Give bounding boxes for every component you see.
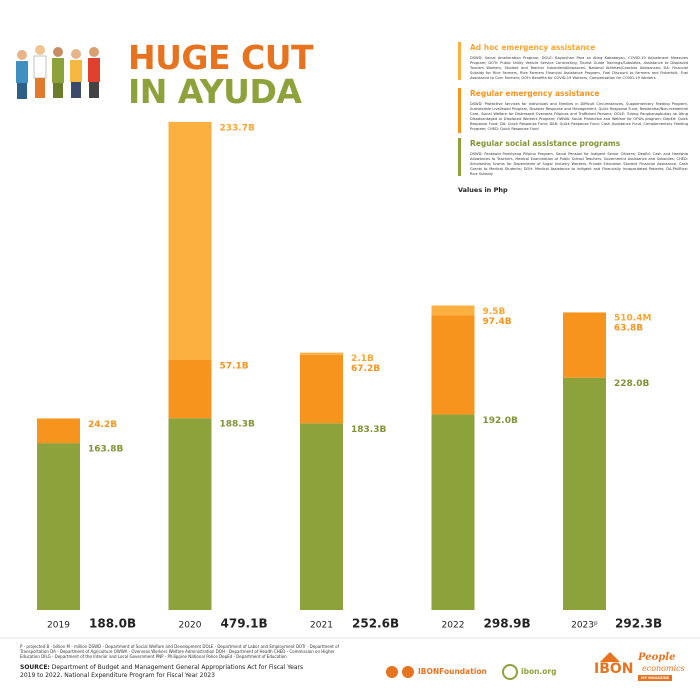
source-text: Department of Budget and Management Gene… xyxy=(20,664,304,679)
bar-segment xyxy=(300,423,343,610)
magazine-1: People xyxy=(638,652,676,663)
total-label: 292.3B xyxy=(615,617,662,631)
value-label: 63.8B xyxy=(614,324,643,334)
total-label: 479.1B xyxy=(221,617,268,631)
total-label: 252.6B xyxy=(352,617,399,631)
x-tick-label: 2021 xyxy=(310,621,333,631)
x-tick-label: 2019 xyxy=(47,621,70,631)
value-label: 163.8B xyxy=(88,445,123,455)
abbreviations: P - projected B - billion M - million DS… xyxy=(20,644,339,659)
value-label: 57.1B xyxy=(220,361,249,371)
legend-swatch xyxy=(458,138,461,176)
bar-segment xyxy=(431,414,475,610)
legend-label: Ad hoc emergency assistance xyxy=(470,43,596,52)
legend-label: Regular emergency assistance xyxy=(470,89,600,98)
brand: IBON xyxy=(594,661,634,677)
people-illustration xyxy=(16,45,100,99)
value-label: 183.3B xyxy=(351,425,386,435)
value-label: 67.2B xyxy=(351,364,380,374)
bar-segment xyxy=(168,359,212,419)
title-line-1: HUGE CUT xyxy=(128,38,314,77)
legend-swatch xyxy=(458,88,461,133)
x-tick-label: 2022 xyxy=(442,621,465,631)
x-tick-label: 2023ᵖ xyxy=(571,621,598,631)
legend-description: DSWD: Pantawid Pamilyang Pilipino Progra… xyxy=(470,152,688,176)
value-label: 192.0B xyxy=(483,416,518,426)
twitter-icon xyxy=(402,666,414,678)
legend-label: Regular social assistance programs xyxy=(470,139,621,148)
value-label: 9.5B xyxy=(483,307,506,317)
bar-segment xyxy=(563,312,606,378)
value-label: 228.0B xyxy=(614,379,649,389)
value-label: 97.4B xyxy=(483,317,512,327)
bar-segment xyxy=(300,354,343,424)
value-label: 188.3B xyxy=(220,420,255,430)
bar-segment xyxy=(300,352,343,355)
bar-segment xyxy=(431,305,475,316)
value-label: 2.1B xyxy=(351,354,374,364)
bar-segment xyxy=(563,377,606,610)
source-label: SOURCE: xyxy=(20,664,50,671)
source: SOURCE: Department of Budget and Managem… xyxy=(20,664,320,679)
bar-segment xyxy=(431,315,475,415)
magazine-2: economics xyxy=(642,664,685,673)
social-handle: IBONFoundation xyxy=(418,667,487,676)
value-label: 233.7B xyxy=(220,123,255,133)
bar-segment xyxy=(563,312,606,313)
website: ibon.org xyxy=(521,667,557,676)
value-label: 24.2B xyxy=(88,420,117,430)
bar-segment xyxy=(37,443,80,610)
legend-description: DSWD: Social Amelioration Program; DOLE:… xyxy=(470,56,688,80)
title-line-2: IN AYUDA xyxy=(128,72,302,111)
facebook-icon xyxy=(386,666,398,678)
ibon-logo xyxy=(600,652,620,662)
legend-description: DSWD: Protective Services for Individual… xyxy=(470,102,688,131)
bar-segment xyxy=(168,418,212,610)
bar-segment xyxy=(37,418,80,444)
total-label: 188.0B xyxy=(89,617,136,631)
bar-segment xyxy=(168,121,212,360)
x-tick-label: 2020 xyxy=(179,621,202,631)
web-icon xyxy=(502,664,518,680)
value-label: 510.4M xyxy=(614,314,651,324)
total-label: 298.9B xyxy=(484,617,531,631)
unit-note: Values in Php xyxy=(458,186,508,194)
legend-swatch xyxy=(458,42,461,80)
magazine-3: MY MAGAZINE xyxy=(638,675,673,681)
